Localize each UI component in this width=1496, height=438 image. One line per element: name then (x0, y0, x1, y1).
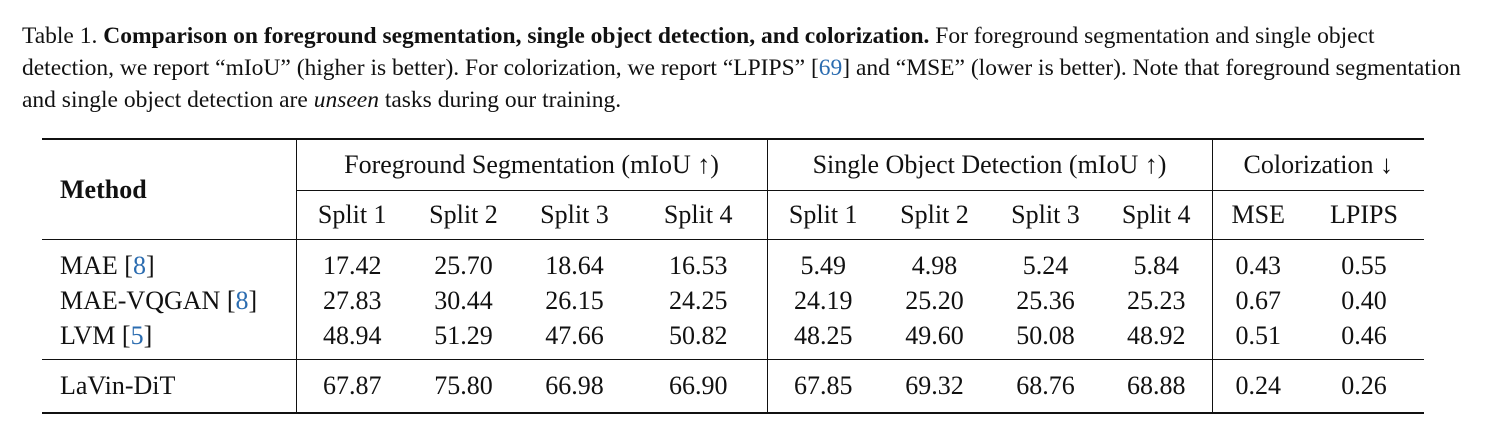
caption-label: Table 1. (22, 23, 98, 49)
table-row: MAE-VQGAN [8] 27.83 30.44 26.15 24.25 24… (42, 283, 1424, 318)
subheader: MSE (1211, 190, 1304, 240)
value-cell: 30.44 (434, 285, 493, 315)
value-cell: 48.92 (1127, 320, 1186, 350)
value-cell: 0.67 (1211, 283, 1304, 318)
value-cell: 5.24 (990, 239, 1101, 283)
caption-text-c: tasks during our training. (378, 87, 622, 113)
caption-italic: unseen (313, 87, 379, 113)
citation-link[interactable]: 5 (130, 320, 144, 350)
value-cell: 0.51 (1211, 318, 1304, 360)
subheader: Split 4 (1121, 200, 1191, 229)
caption-text-b: ] and “MSE” (lower is better). Note that… (22, 55, 1461, 113)
subheader: Split 1 (295, 190, 408, 240)
value-cell: 68.88 (1101, 359, 1212, 414)
value-cell: 67.87 (295, 359, 408, 414)
subheader: Split 3 (540, 200, 609, 229)
value-cell: 18.64 (519, 239, 630, 283)
value-cell: 50.08 (1016, 320, 1075, 350)
value-cell: 0.24 (1211, 359, 1304, 414)
value-cell: 68.76 (990, 359, 1101, 414)
subheader: LPIPS (1330, 200, 1398, 229)
group-header-colorization: Colorization ↓ (1211, 138, 1424, 191)
value-cell: 25.20 (905, 285, 964, 315)
subheader: Split 2 (429, 200, 498, 229)
value-cell: 75.80 (408, 359, 519, 414)
citation-link[interactable]: 69 (818, 55, 843, 81)
value-cell: 0.40 (1341, 285, 1387, 315)
value-cell: 24.25 (669, 285, 728, 315)
comparison-table: Method Foreground Segmentation (mIoU ↑) … (42, 138, 1424, 414)
subheader: Split 3 (1011, 200, 1080, 229)
value-cell: 49.60 (905, 320, 964, 350)
method-cell: MAE-VQGAN [8] (60, 285, 258, 315)
citation-link[interactable]: 8 (132, 250, 146, 280)
value-cell: 25.36 (1016, 285, 1075, 315)
value-cell: 0.26 (1304, 359, 1424, 414)
value-cell: 48.25 (766, 318, 879, 360)
value-cell: 16.53 (630, 239, 767, 283)
value-cell: 67.85 (766, 359, 879, 414)
value-cell: 17.42 (295, 239, 408, 283)
value-cell: 25.23 (1127, 285, 1186, 315)
group-header-detection: Single Object Detection (mIoU ↑) (766, 138, 1212, 191)
method-cell: LaVin-DiT (42, 359, 296, 414)
group-header-foreground: Foreground Segmentation (mIoU ↑) (295, 138, 767, 191)
value-cell: 26.15 (545, 285, 604, 315)
value-cell: 25.70 (408, 239, 519, 283)
value-cell: 24.19 (766, 283, 879, 318)
value-cell: 27.83 (295, 283, 408, 318)
value-cell: 51.29 (434, 320, 493, 350)
table-caption: Table 1. Comparison on foreground segmen… (22, 20, 1472, 116)
value-cell: 69.32 (879, 359, 990, 414)
value-cell: 48.94 (295, 318, 408, 360)
value-cell: 47.66 (545, 320, 604, 350)
value-cell: 4.98 (879, 239, 990, 283)
subheader: Split 1 (766, 190, 879, 240)
value-cell: 66.90 (630, 359, 767, 414)
table-row: LVM [5] 48.94 51.29 47.66 50.82 48.25 49… (42, 318, 1424, 360)
table-row-final: LaVin-DiT 67.87 75.80 66.98 66.90 67.85 … (42, 359, 1424, 414)
citation-link[interactable]: 8 (235, 285, 249, 315)
table-row: MAE [8] 17.42 25.70 18.64 16.53 5.49 4.9… (42, 239, 1424, 283)
caption-text-a: For foreground segmentation and single o… (22, 23, 1375, 81)
caption-title: Comparison on foreground segmentation, s… (103, 23, 930, 49)
value-cell: 0.55 (1304, 239, 1424, 283)
subheader: Split 4 (663, 200, 733, 229)
value-cell: 5.84 (1101, 239, 1212, 283)
method-header: Method (42, 138, 296, 240)
method-cell: LVM [5] (60, 320, 153, 350)
value-cell: 50.82 (669, 320, 728, 350)
value-cell: 0.43 (1211, 239, 1304, 283)
method-cell: MAE [8] (42, 239, 296, 283)
value-cell: 0.46 (1341, 320, 1387, 350)
subheader: Split 2 (900, 200, 969, 229)
value-cell: 66.98 (519, 359, 630, 414)
value-cell: 5.49 (766, 239, 879, 283)
